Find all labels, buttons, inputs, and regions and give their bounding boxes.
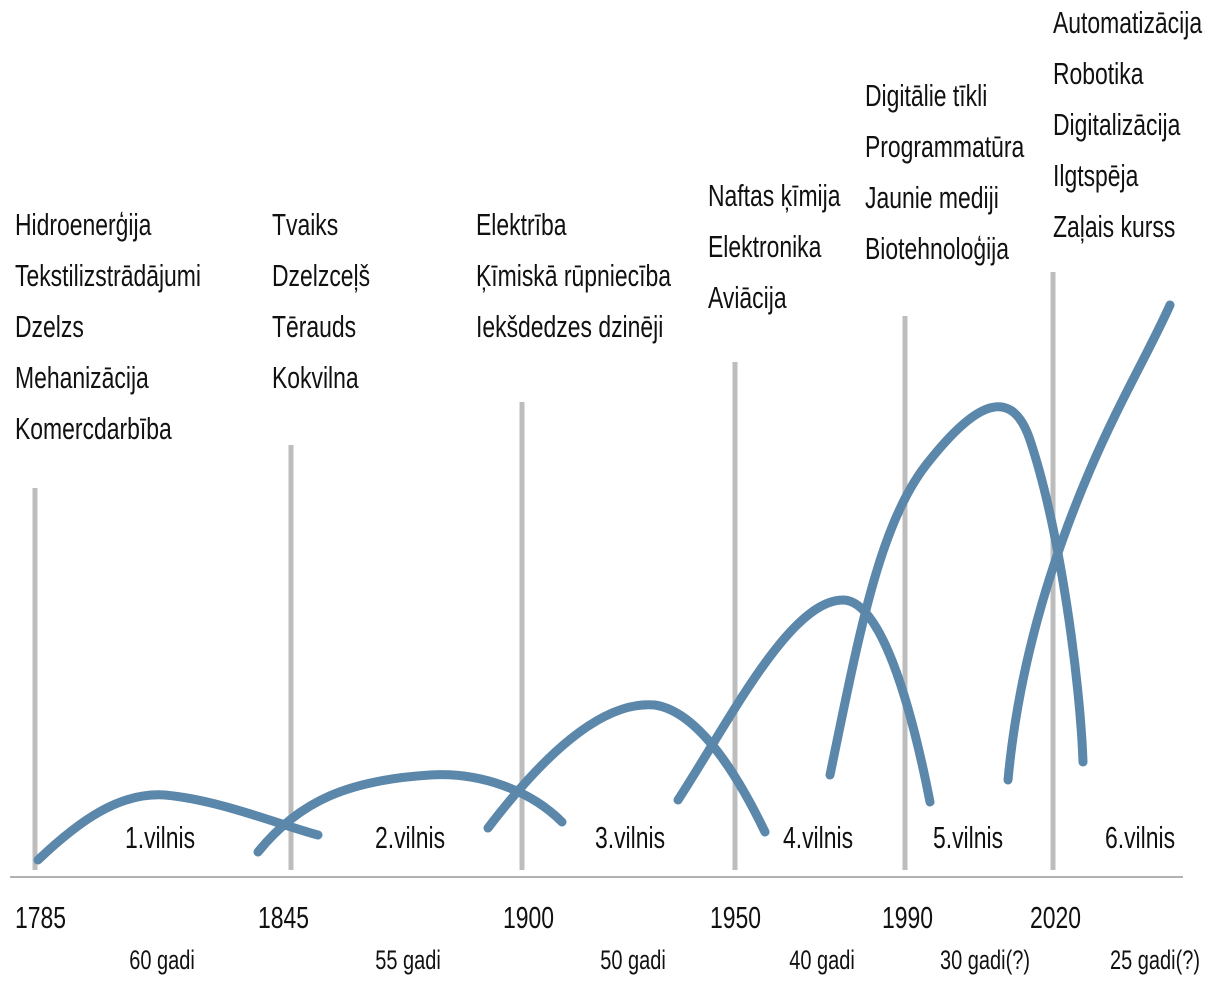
technology: Dzelzs xyxy=(15,309,84,344)
technology: Kokvilna xyxy=(272,360,359,395)
year-label: 2020 xyxy=(1030,900,1081,935)
year-label: 1990 xyxy=(882,900,933,935)
duration-label: 60 gadi xyxy=(129,945,195,976)
technology: Biotehnoloģija xyxy=(865,231,1010,266)
duration-label: 50 gadi xyxy=(600,945,666,976)
technology: Automatizācija xyxy=(1053,5,1203,40)
duration-label: 30 gadi(?) xyxy=(940,945,1030,976)
wave-label: 2.vilnis xyxy=(375,820,445,855)
technology: Programmatūra xyxy=(865,129,1025,164)
technology: Digitalizācija xyxy=(1053,107,1181,142)
year-label: 1785 xyxy=(15,900,66,935)
wave-label: 5.vilnis xyxy=(933,820,1003,855)
wave-label: 3.vilnis xyxy=(595,820,665,855)
wave-curve xyxy=(825,402,1088,780)
period-lines xyxy=(32,272,1056,870)
technology: Iekšdedzes dzinēji xyxy=(476,309,663,344)
technology: Tekstilizstrādājumi xyxy=(15,258,201,293)
technology: Tvaiks xyxy=(272,207,338,242)
duration-label: 55 gadi xyxy=(375,945,441,976)
duration-label: 25 gadi(?) xyxy=(1110,945,1200,976)
technology: Robotika xyxy=(1053,56,1144,91)
technology: Jaunie mediji xyxy=(865,180,999,215)
duration-label: 40 gadi xyxy=(789,945,855,976)
technology: Ilgtspēja xyxy=(1053,158,1139,193)
year-label: 1845 xyxy=(258,900,309,935)
technology: Aviācija xyxy=(708,280,787,315)
wave-curve xyxy=(1003,300,1175,785)
technology: Komercdarbība xyxy=(15,411,172,446)
technology: Tērauds xyxy=(272,309,356,344)
wave-curve xyxy=(673,595,935,807)
year-label: 1900 xyxy=(503,900,554,935)
technology: Mehanizācija xyxy=(15,360,150,395)
wave-label: 1.vilnis xyxy=(125,820,195,855)
technology: Ķīmiskā rūpniecība xyxy=(476,258,672,293)
technology: Digitālie tīkli xyxy=(865,78,987,113)
wave-curves xyxy=(33,300,1175,865)
technology: Zaļais kurss xyxy=(1053,209,1175,244)
wave-label: 6.vilnis xyxy=(1105,820,1175,855)
technology: Hidroenerģija xyxy=(15,207,152,242)
technology: Dzelzceļš xyxy=(272,258,370,293)
year-label: 1950 xyxy=(710,900,761,935)
wave-curve xyxy=(253,770,567,857)
technology: Naftas ķīmija xyxy=(708,178,841,213)
wave-curve xyxy=(33,790,323,865)
technology: Elektrība xyxy=(476,207,567,242)
technology: Elektronika xyxy=(708,229,822,264)
wave-curve xyxy=(483,700,770,837)
wave-label: 4.vilnis xyxy=(783,820,853,855)
